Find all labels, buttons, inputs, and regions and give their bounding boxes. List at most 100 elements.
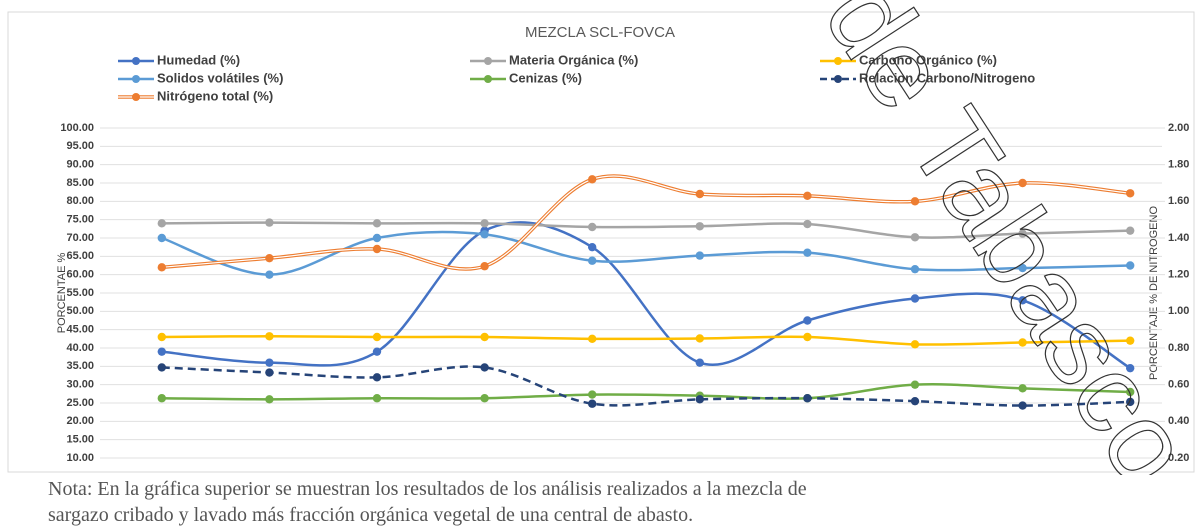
point xyxy=(803,332,812,342)
legend-label: Solidos volátiles (%) xyxy=(157,70,283,85)
y2-tick-label: 0.40 xyxy=(1168,415,1189,427)
point xyxy=(480,363,489,372)
point xyxy=(1126,226,1135,235)
point xyxy=(1018,263,1027,273)
y-tick-label: 65.00 xyxy=(66,250,94,262)
y2-tick-label: 1.20 xyxy=(1168,269,1189,281)
y-tick-label: 15.00 xyxy=(66,434,94,446)
point xyxy=(157,332,166,342)
legend-label: Relacion Carbono/Nitrogeno xyxy=(859,70,1035,85)
y2-tick-label: 1.40 xyxy=(1168,232,1189,244)
y2-tick-label: 0.60 xyxy=(1168,379,1189,391)
point xyxy=(480,262,489,271)
series-line xyxy=(161,335,1131,346)
y-tick-label: 45.00 xyxy=(66,324,94,336)
note-line: Nota: En la gráfica superior se muestran… xyxy=(48,478,807,500)
point xyxy=(588,399,597,408)
point xyxy=(157,347,166,356)
series-line xyxy=(161,230,1131,276)
point xyxy=(1018,338,1027,347)
y-tick-label: 30.00 xyxy=(66,379,94,391)
y-tick-label: 85.00 xyxy=(66,177,94,189)
y-tick-label: 75.00 xyxy=(66,214,94,226)
point xyxy=(265,395,274,404)
point xyxy=(480,230,489,239)
point xyxy=(1126,397,1135,407)
point xyxy=(695,222,704,231)
point xyxy=(1126,189,1135,198)
point xyxy=(372,347,382,356)
y-tick-label: 35.00 xyxy=(66,360,94,372)
point xyxy=(372,394,382,403)
point xyxy=(372,219,382,228)
point xyxy=(480,219,489,228)
point xyxy=(803,394,812,403)
point xyxy=(803,191,812,201)
point xyxy=(695,189,704,199)
point xyxy=(157,394,166,403)
y-tick-label: 95.00 xyxy=(66,140,94,152)
legend-marker xyxy=(132,57,140,65)
point xyxy=(372,373,382,382)
point xyxy=(1018,229,1027,238)
point xyxy=(1018,296,1027,305)
note-line: sargazo cribado y lavado más fracción or… xyxy=(48,504,694,526)
point xyxy=(157,263,166,272)
y-tick-label: 10.00 xyxy=(66,452,94,464)
series-line xyxy=(161,365,1131,407)
point xyxy=(372,332,382,342)
y-tick-label: 70.00 xyxy=(66,232,94,244)
legend-marker xyxy=(484,75,492,83)
point xyxy=(695,395,704,404)
point xyxy=(157,233,166,243)
y-tick-label: 20.00 xyxy=(66,415,94,427)
point xyxy=(480,394,489,403)
point xyxy=(265,358,274,367)
point xyxy=(695,358,704,367)
point xyxy=(265,253,274,263)
chart: MEZCLA SCL-FOVCA PORCENTAE % PORCENTAJE … xyxy=(7,0,1202,475)
y2-tick-label: 0.80 xyxy=(1168,342,1189,354)
legend-marker xyxy=(132,93,140,101)
legend-marker xyxy=(484,57,492,65)
legend-label: Nitrógeno total (%) xyxy=(157,88,273,103)
point xyxy=(910,294,920,303)
point xyxy=(372,233,382,243)
legend-marker xyxy=(132,75,140,83)
y-tick-label: 60.00 xyxy=(66,269,94,281)
y-axis-title: PORCENTAE % xyxy=(56,253,68,334)
point xyxy=(695,334,704,343)
point xyxy=(265,332,274,341)
y-tick-label: 80.00 xyxy=(66,195,94,207)
point xyxy=(265,368,274,377)
series-line xyxy=(161,383,1131,401)
point xyxy=(1018,384,1027,393)
point xyxy=(910,197,920,206)
y2-tick-label: 0.20 xyxy=(1168,452,1189,464)
chart-title: MEZCLA SCL-FOVCA xyxy=(525,24,675,41)
point xyxy=(910,396,920,406)
point xyxy=(1126,387,1135,397)
point xyxy=(265,218,274,227)
point xyxy=(1126,363,1135,373)
point xyxy=(1018,178,1027,188)
legend-label: Humedad (%) xyxy=(157,52,240,67)
series-line xyxy=(161,221,1131,239)
y-tick-label: 40.00 xyxy=(66,342,94,354)
y-tick-label: 90.00 xyxy=(66,159,94,171)
point xyxy=(803,248,812,257)
point xyxy=(480,332,489,342)
point xyxy=(157,363,166,372)
point xyxy=(265,270,274,279)
point xyxy=(910,233,920,242)
legend-marker xyxy=(834,75,842,83)
point xyxy=(803,316,812,325)
point xyxy=(588,334,597,344)
point xyxy=(588,242,597,252)
point xyxy=(588,175,597,184)
y-tick-label: 100.00 xyxy=(60,122,94,134)
series-line-inner xyxy=(161,175,1131,270)
legend-label: Materia Orgánica (%) xyxy=(509,52,638,67)
series-line xyxy=(161,221,1131,370)
point xyxy=(588,222,597,232)
